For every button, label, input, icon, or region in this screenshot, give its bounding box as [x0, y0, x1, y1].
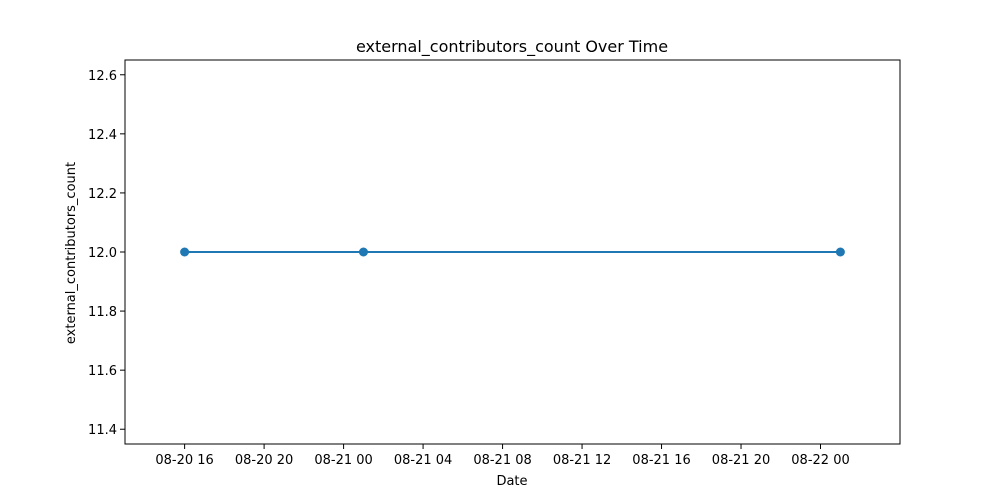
data-point: [180, 247, 190, 257]
x-tick-label: 08-21 12: [553, 453, 611, 468]
y-tick-label: 11.6: [88, 364, 117, 379]
y-tick-label: 12.0: [88, 246, 117, 261]
x-tick-label: 08-21 20: [712, 453, 770, 468]
x-tick-label: 08-21 16: [632, 453, 690, 468]
x-tick-label: 08-21 08: [473, 453, 531, 468]
data-point: [835, 247, 845, 257]
plot-area: 08-20 16 08-20 20 08-21 00 08-21 04 08-21 08…: [88, 59, 901, 468]
x-axis-label: Date: [496, 474, 527, 489]
y-tick-label: 12.6: [88, 69, 117, 84]
data-point: [358, 247, 368, 257]
y-axis-label: external_contributors_count: [64, 162, 79, 344]
y-tick-label: 11.8: [88, 305, 117, 320]
y-tick-label: 12.4: [88, 128, 117, 143]
y-tick-label: 11.4: [88, 423, 117, 438]
y-tick-label: 12.2: [88, 187, 117, 202]
x-tick-label: 08-21 04: [394, 453, 452, 468]
x-tick-label: 08-20 16: [155, 453, 213, 468]
x-tick-label: 08-20 20: [235, 453, 293, 468]
x-tick-label: 08-21 00: [314, 453, 372, 468]
x-tick-label: 08-22 00: [791, 453, 849, 468]
chart-title: external_contributors_count Over Time: [356, 37, 668, 57]
